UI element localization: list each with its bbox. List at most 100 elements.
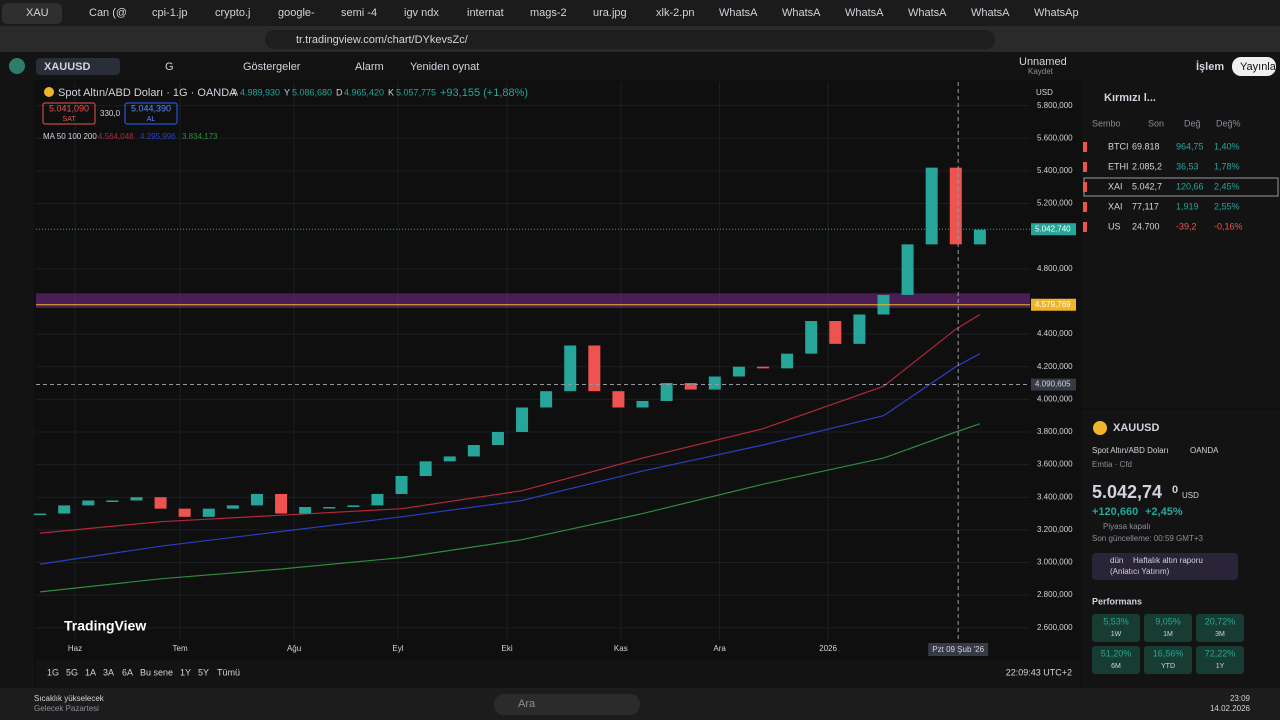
tab[interactable] <box>947 3 1007 24</box>
candle <box>757 366 770 369</box>
performance: 5,53% 1W 9,05% 1M 20,72% 3M 51,20% 6M 16,56% YTD 7… <box>1092 614 1244 674</box>
range-button[interactable]: 5Y <box>198 667 209 677</box>
cell: 5.042,7 <box>1132 181 1162 191</box>
detail-change: +120,660 <box>1092 506 1138 518</box>
url-field[interactable] <box>265 30 995 49</box>
candle <box>395 476 408 494</box>
tab[interactable] <box>2 3 62 24</box>
candle <box>347 505 360 508</box>
range-button[interactable]: 6A <box>122 667 133 677</box>
column-header: Değ <box>1184 118 1201 128</box>
tab[interactable] <box>443 3 503 24</box>
tab[interactable] <box>569 3 629 24</box>
interval[interactable]: G <box>165 61 174 73</box>
flag <box>1083 222 1087 232</box>
ohlc-value: 4.965,420 <box>344 87 384 97</box>
tab-title: mags-2 <box>530 7 567 19</box>
news-card[interactable] <box>1092 553 1238 580</box>
trade[interactable]: İşlem <box>1196 60 1224 73</box>
cell: 120,66 <box>1176 181 1204 191</box>
tab[interactable] <box>506 3 566 24</box>
price-tag-label: 4.579,769 <box>1035 300 1071 309</box>
candle <box>829 321 842 344</box>
candle <box>419 461 432 477</box>
symbol: ETHI <box>1108 161 1129 171</box>
search-box[interactable] <box>494 694 640 715</box>
range-button[interactable]: Tümü <box>217 667 240 677</box>
logo: TradingView <box>64 618 146 634</box>
range-button[interactable]: 1A <box>85 667 96 677</box>
chart: 5.800,000 5.600,000 5.400,000 5.200,000 4.80… <box>34 82 1076 656</box>
perf-value: 9,05% <box>1155 616 1181 626</box>
symbol: XAI <box>1108 201 1123 211</box>
tab[interactable] <box>191 3 251 24</box>
tab[interactable] <box>317 3 377 24</box>
flag <box>1083 162 1087 172</box>
tab[interactable] <box>695 3 755 24</box>
cell: -39,2 <box>1176 221 1197 231</box>
range-button[interactable]: 1Y <box>180 667 191 677</box>
performance-title: Performans <box>1092 596 1142 606</box>
currency[interactable]: USD <box>1036 88 1053 97</box>
perf-cell <box>1092 614 1140 642</box>
cell: 2,55% <box>1214 201 1240 211</box>
candle <box>636 400 649 408</box>
sell-button[interactable] <box>42 102 96 125</box>
cell: 2.085,2 <box>1132 161 1162 171</box>
candle <box>82 500 95 506</box>
tab[interactable] <box>128 3 188 24</box>
indicators[interactable]: Göstergeler <box>243 61 301 73</box>
symbol-box[interactable] <box>36 58 120 75</box>
cell: 69.818 <box>1132 141 1160 151</box>
buy-button[interactable] <box>124 102 178 125</box>
x-tick-label: Haz <box>68 644 82 653</box>
crosshair-x-tag <box>928 643 989 656</box>
candle <box>178 508 191 517</box>
weather-sub: Gelecek Pazartesi <box>34 704 99 713</box>
y-tick-label: 2.800,000 <box>1037 590 1073 599</box>
detail-change-pct: +2,45% <box>1145 506 1183 518</box>
alarm[interactable]: Alarm <box>355 61 384 73</box>
tab[interactable] <box>632 3 692 24</box>
ohlc-key: K <box>388 87 394 97</box>
range-button[interactable]: 1G <box>47 667 59 677</box>
ohlc-value: 5.057,775 <box>396 87 436 97</box>
avatar[interactable] <box>9 58 25 74</box>
flag <box>1083 142 1087 152</box>
perf-cell <box>1092 646 1140 674</box>
tab[interactable] <box>1010 3 1070 24</box>
cell: 1,40% <box>1214 141 1240 151</box>
layout-name[interactable]: Unnamed <box>1019 56 1067 68</box>
detail-symbol: XAUUSD <box>1113 422 1160 434</box>
tab[interactable] <box>758 3 818 24</box>
tab[interactable] <box>380 3 440 24</box>
range-button[interactable]: 3A <box>103 667 114 677</box>
tab[interactable] <box>884 3 944 24</box>
last-update: Son güncelleme: 00:59 GMT+3 <box>1092 534 1204 543</box>
perf-value: 51,20% <box>1101 648 1132 658</box>
y-tick-label: 5.600,000 <box>1037 133 1073 142</box>
tab-title: WhatsAp <box>1034 7 1079 19</box>
tab-title: crypto.j <box>215 7 250 19</box>
y-tick-label: 3.200,000 <box>1037 525 1073 534</box>
cell: 1,78% <box>1214 161 1240 171</box>
ohlc-value: 4.989,930 <box>240 87 280 97</box>
range-button[interactable]: 5G <box>66 667 78 677</box>
column-header: Değ% <box>1216 118 1241 128</box>
save[interactable]: Kaydet <box>1028 67 1054 76</box>
publish-button[interactable] <box>1232 57 1276 76</box>
tv-toolbar <box>0 52 1280 80</box>
candle <box>660 383 673 401</box>
tab-title: igv ndx <box>404 7 439 19</box>
tab[interactable] <box>254 3 314 24</box>
candle <box>323 507 336 509</box>
watchlist-name[interactable]: Kırmızı l... <box>1104 92 1156 104</box>
column-header: Sembo <box>1092 118 1121 128</box>
tab[interactable] <box>821 3 881 24</box>
range-button[interactable]: Bu sene <box>140 667 173 677</box>
ma-value: 4.564,048 <box>98 132 134 141</box>
replay[interactable]: Yeniden oynat <box>410 61 479 73</box>
tab-title: WhatsAp <box>719 7 764 19</box>
tab[interactable] <box>65 3 125 24</box>
